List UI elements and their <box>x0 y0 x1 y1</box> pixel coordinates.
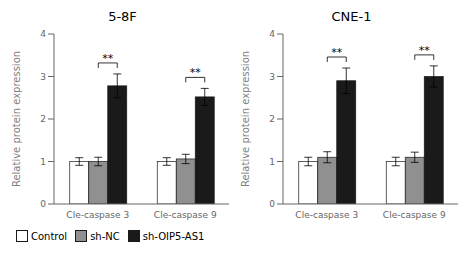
svg-text:**: ** <box>102 52 114 65</box>
svg-text:0: 0 <box>40 199 46 209</box>
html-text:sh-OIP5-AS1: sh-OIP5-AS1 <box>142 230 205 242</box>
html-text:sh-NC: sh-NC <box>90 230 120 242</box>
svg-text:Cle-caspase 3: Cle-caspase 3 <box>295 210 358 220</box>
html-text:Control: Control <box>31 230 68 242</box>
svg-text:4: 4 <box>40 29 46 39</box>
svg-text:2: 2 <box>40 114 46 124</box>
svg-text:**: ** <box>190 66 202 79</box>
svg-text:Cle-caspase 3: Cle-caspase 3 <box>66 210 129 220</box>
svg-text:Cle-caspase 9: Cle-caspase 9 <box>154 210 217 220</box>
svg-text:2: 2 <box>269 114 275 124</box>
svg-text:Relative protein expression: Relative protein expression <box>11 51 22 187</box>
svg-text:0: 0 <box>269 199 275 209</box>
svg-text:Relative protein expression: Relative protein expression <box>240 51 251 187</box>
html-text:CNE-1: CNE-1 <box>331 9 372 24</box>
svg-text:Cle-caspase 9: Cle-caspase 9 <box>383 210 446 220</box>
svg-text:4: 4 <box>269 29 275 39</box>
html-text:5-8F: 5-8F <box>108 9 137 24</box>
svg-text:3: 3 <box>40 72 46 82</box>
svg-text:1: 1 <box>269 157 275 167</box>
svg-text:**: ** <box>331 46 343 59</box>
svg-text:1: 1 <box>40 157 46 167</box>
svg-text:3: 3 <box>269 72 275 82</box>
svg-text:**: ** <box>419 44 431 57</box>
